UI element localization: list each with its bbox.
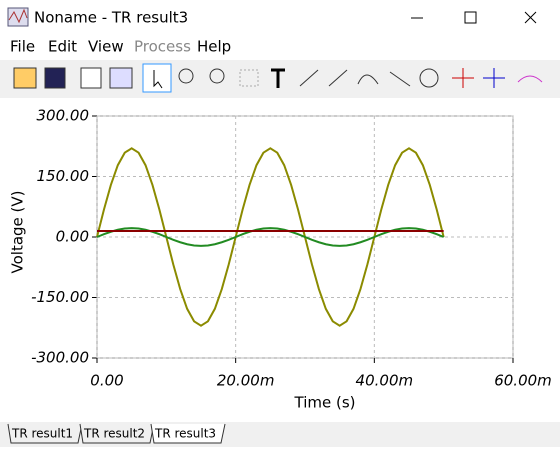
zoom-in-icon[interactable] — [178, 68, 194, 84]
menu-item[interactable]: Process — [134, 38, 191, 56]
line-icon[interactable] — [389, 71, 411, 87]
y-tick-label: 0.00 — [56, 228, 89, 246]
tab-label[interactable]: TR result1 — [11, 427, 73, 441]
x-tick-label: 0.00 — [90, 372, 123, 390]
text-icon[interactable] — [271, 68, 285, 88]
menu-item[interactable]: File — [10, 38, 35, 56]
save-icon[interactable] — [44, 67, 66, 89]
chart: -300.00 -150.00 0.00 150.00 300.00 0.00 20.00m… — [9, 107, 552, 412]
zoom-out-icon[interactable] — [209, 68, 225, 84]
x-tick-label: 60.00m — [494, 372, 552, 390]
cursor-b-icon[interactable] — [483, 68, 505, 88]
menu-item[interactable]: Help — [197, 38, 231, 56]
y-tick-label: -300.00 — [31, 349, 89, 367]
menu-item[interactable]: Edit — [48, 38, 77, 56]
tab[interactable] — [150, 423, 226, 444]
menu-item[interactable]: View — [88, 38, 124, 56]
tab-label[interactable]: TR result2 — [83, 427, 145, 441]
curves-icon[interactable] — [517, 75, 543, 83]
tool-icon[interactable] — [299, 69, 319, 87]
tab-label[interactable]: TR result3 — [154, 427, 216, 441]
window-title: Noname - TR result3 — [34, 9, 188, 27]
toolbar-icons — [13, 63, 543, 93]
y-tick-label: -150.00 — [31, 288, 89, 306]
select-icon[interactable] — [142, 63, 172, 93]
y-axis-label: Voltage (V) — [9, 191, 27, 274]
tab[interactable] — [7, 423, 83, 444]
tool-icon[interactable] — [328, 69, 348, 87]
menu-bar: File Edit View Process Help — [10, 38, 231, 56]
x-tick-label: 40.00m — [356, 372, 414, 390]
app-icon-graph — [8, 8, 28, 24]
circle-icon[interactable] — [419, 68, 439, 88]
maximize-button[interactable] — [464, 11, 477, 24]
x-axis-label: Time (s) — [294, 394, 356, 412]
copy-icon[interactable] — [80, 67, 102, 89]
series-line — [96, 227, 445, 247]
tool-icon[interactable] — [357, 74, 379, 85]
tabs: TR result1 TR result2 TR result3 — [7, 423, 226, 444]
x-tick-label: 20.00m — [217, 372, 275, 390]
open-icon[interactable] — [13, 67, 37, 89]
series-line — [96, 147, 445, 327]
y-tick-label: 300.00 — [37, 107, 90, 125]
paste-icon[interactable] — [109, 67, 133, 89]
y-tick-label: 150.00 — [37, 167, 90, 185]
close-button[interactable] — [524, 11, 537, 24]
pointer — [153, 70, 163, 89]
cursor-a-icon[interactable] — [452, 68, 474, 88]
grid-icon[interactable] — [239, 69, 259, 87]
